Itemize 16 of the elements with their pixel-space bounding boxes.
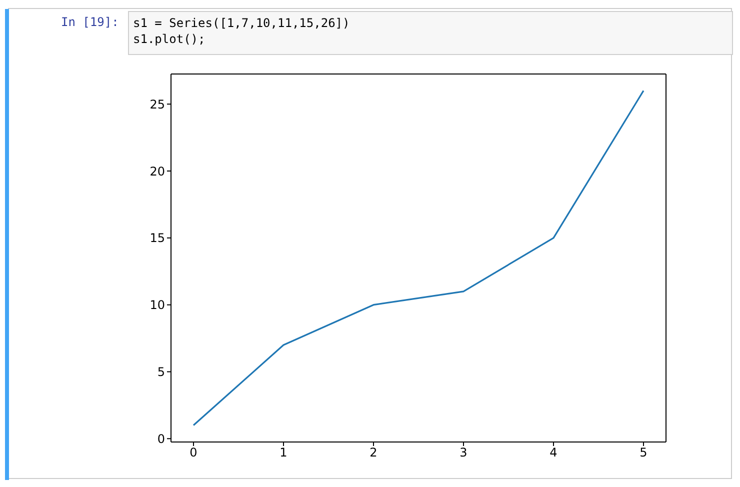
x-tick-label: 0 — [190, 446, 198, 460]
x-tick-label: 5 — [640, 446, 648, 460]
text: s1 = Series([1,7,10,11,15,26]) — [133, 15, 351, 31]
y-tick-label: 10 — [150, 298, 165, 312]
y-tick-label: 0 — [157, 432, 165, 446]
text: In [19]: — [61, 15, 119, 29]
y-tick-label: 25 — [150, 97, 165, 112]
y-tick-label: 15 — [150, 231, 165, 246]
x-tick-label: 2 — [370, 446, 378, 460]
text: s1.plot(); — [133, 31, 206, 47]
x-tick-label: 3 — [460, 446, 468, 460]
x-tick-label: 1 — [280, 446, 288, 460]
line-series — [192, 90, 644, 426]
y-tick-label: 5 — [157, 365, 165, 380]
y-tick-label: 20 — [150, 164, 165, 178]
x-tick-label: 4 — [550, 446, 558, 460]
